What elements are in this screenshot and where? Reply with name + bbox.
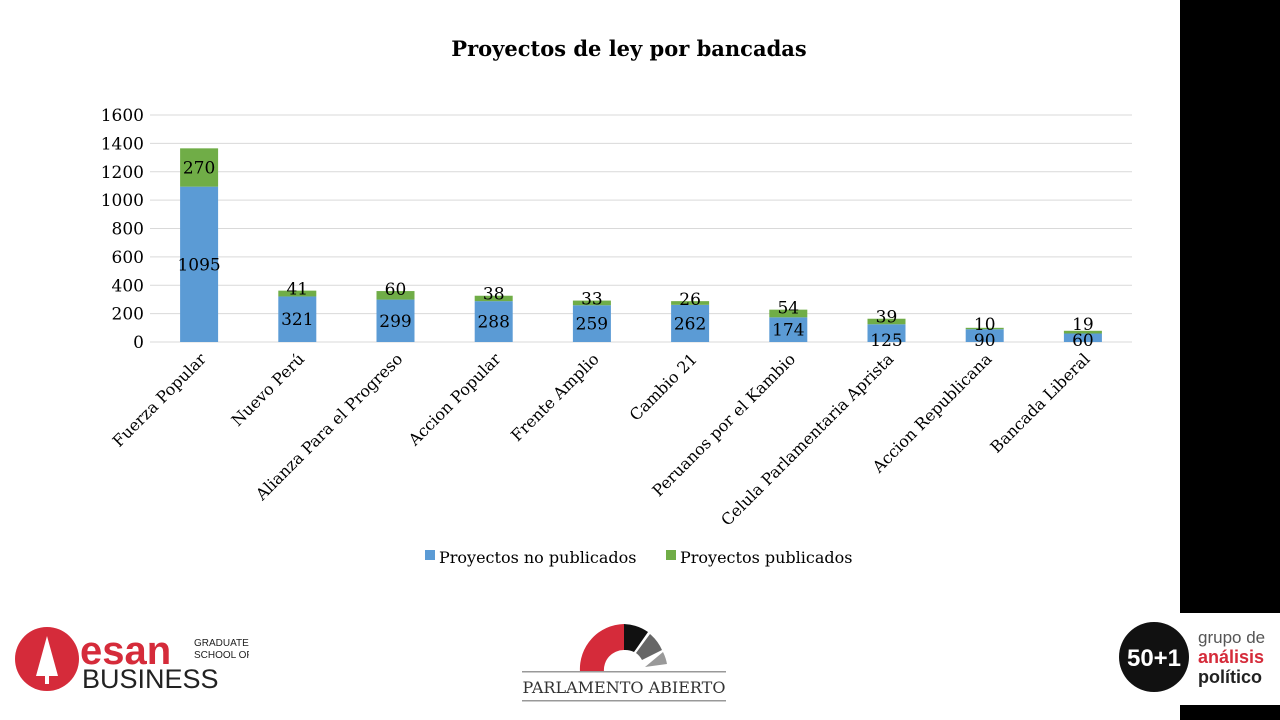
bar-publicados bbox=[572, 300, 611, 306]
bar-no-publicados bbox=[867, 324, 906, 342]
bar-publicados bbox=[376, 291, 415, 300]
bar-no-publicados bbox=[671, 304, 710, 342]
data-label: 262 bbox=[674, 314, 706, 334]
bar-publicados bbox=[671, 301, 710, 305]
x-tick-label: Celula Parlamentaria Aprista bbox=[717, 349, 898, 530]
grupo-50mas1-logo: 50+1 grupo de análisis político bbox=[1119, 622, 1265, 692]
data-label: 33 bbox=[581, 290, 603, 310]
esan-logo: esan GRADUATE SCHOOL OF BUSINESS bbox=[15, 627, 249, 694]
bar-no-publicados bbox=[474, 301, 513, 342]
x-tick-label: Accion Popular bbox=[404, 349, 505, 450]
svg-text:político: político bbox=[1198, 667, 1262, 687]
y-tick-label: 200 bbox=[112, 305, 144, 325]
bar-no-publicados bbox=[572, 305, 611, 342]
stacked-bar-chart: Proyectos de ley por bancadas 0 200 400 600… bbox=[101, 36, 1132, 567]
data-label: 10 bbox=[974, 315, 996, 335]
bar-no-publicados bbox=[965, 329, 1004, 342]
svg-text:50+1: 50+1 bbox=[1127, 645, 1181, 672]
legend-label: Proyectos publicados bbox=[680, 548, 852, 567]
legend-swatch bbox=[425, 550, 435, 560]
svg-text:BUSINESS: BUSINESS bbox=[82, 664, 219, 694]
side-band-bottom bbox=[1180, 705, 1280, 720]
bar-no-publicados bbox=[769, 317, 808, 342]
bar-publicados bbox=[180, 148, 219, 187]
legend-label: Proyectos no publicados bbox=[439, 548, 637, 567]
chart-title: Proyectos de ley por bancadas bbox=[451, 36, 806, 61]
parlamento-abierto-logo: PARLAMENTO ABIERTO bbox=[522, 624, 726, 702]
x-tick-label: Frente Amplio bbox=[507, 349, 603, 445]
data-label: 1095 bbox=[177, 255, 220, 275]
bar-no-publicados bbox=[278, 296, 317, 342]
svg-text:SCHOOL OF: SCHOOL OF bbox=[194, 650, 249, 661]
y-tick-label: 1400 bbox=[101, 134, 144, 154]
data-label: 38 bbox=[483, 285, 505, 305]
data-label: 174 bbox=[772, 321, 804, 341]
data-label: 259 bbox=[576, 315, 608, 335]
bar-publicados bbox=[1063, 330, 1102, 334]
x-tick-label: Fuerza Popular bbox=[109, 349, 210, 450]
y-tick-label: 800 bbox=[112, 220, 144, 240]
data-label: 60 bbox=[385, 280, 407, 300]
svg-text:esan: esan bbox=[80, 629, 171, 673]
data-label: 19 bbox=[1072, 315, 1094, 335]
y-tick-label: 1000 bbox=[101, 191, 144, 211]
data-label: 288 bbox=[477, 313, 509, 333]
bar-publicados bbox=[474, 295, 513, 302]
y-tick-label: 600 bbox=[112, 248, 144, 268]
data-label: 41 bbox=[286, 280, 308, 300]
bar-publicados bbox=[867, 318, 906, 325]
bar-no-publicados bbox=[1063, 333, 1102, 342]
data-label: 39 bbox=[876, 308, 898, 328]
data-label: 270 bbox=[183, 158, 215, 178]
y-tick-label: 1600 bbox=[101, 106, 144, 126]
data-label: 54 bbox=[777, 299, 799, 319]
y-tick-label: 0 bbox=[133, 333, 144, 353]
bar-publicados bbox=[769, 309, 808, 318]
y-tick-label: 400 bbox=[112, 276, 144, 296]
bar-no-publicados bbox=[376, 299, 415, 342]
legend-swatch bbox=[666, 550, 676, 560]
data-label: 321 bbox=[281, 310, 313, 330]
x-tick-label: Nuevo Perú bbox=[228, 349, 309, 430]
data-label: 60 bbox=[1072, 331, 1094, 351]
data-label: 90 bbox=[974, 331, 996, 351]
data-label: 299 bbox=[379, 312, 411, 332]
bar-publicados bbox=[965, 327, 1004, 330]
data-label: 125 bbox=[870, 331, 902, 351]
x-tick-label: Bancada Liberal bbox=[986, 349, 1093, 456]
y-tick-label: 1200 bbox=[101, 163, 144, 183]
x-tick-label: Cambio 21 bbox=[626, 349, 701, 424]
svg-text:análisis: análisis bbox=[1198, 647, 1264, 667]
bar-publicados bbox=[278, 290, 317, 297]
svg-text:GRADUATE: GRADUATE bbox=[194, 638, 249, 649]
svg-text:grupo de: grupo de bbox=[1198, 628, 1265, 647]
svg-text:PARLAMENTO ABIERTO: PARLAMENTO ABIERTO bbox=[523, 678, 726, 697]
bar-no-publicados bbox=[180, 186, 219, 342]
data-label: 26 bbox=[679, 290, 701, 310]
side-band bbox=[1180, 0, 1280, 613]
